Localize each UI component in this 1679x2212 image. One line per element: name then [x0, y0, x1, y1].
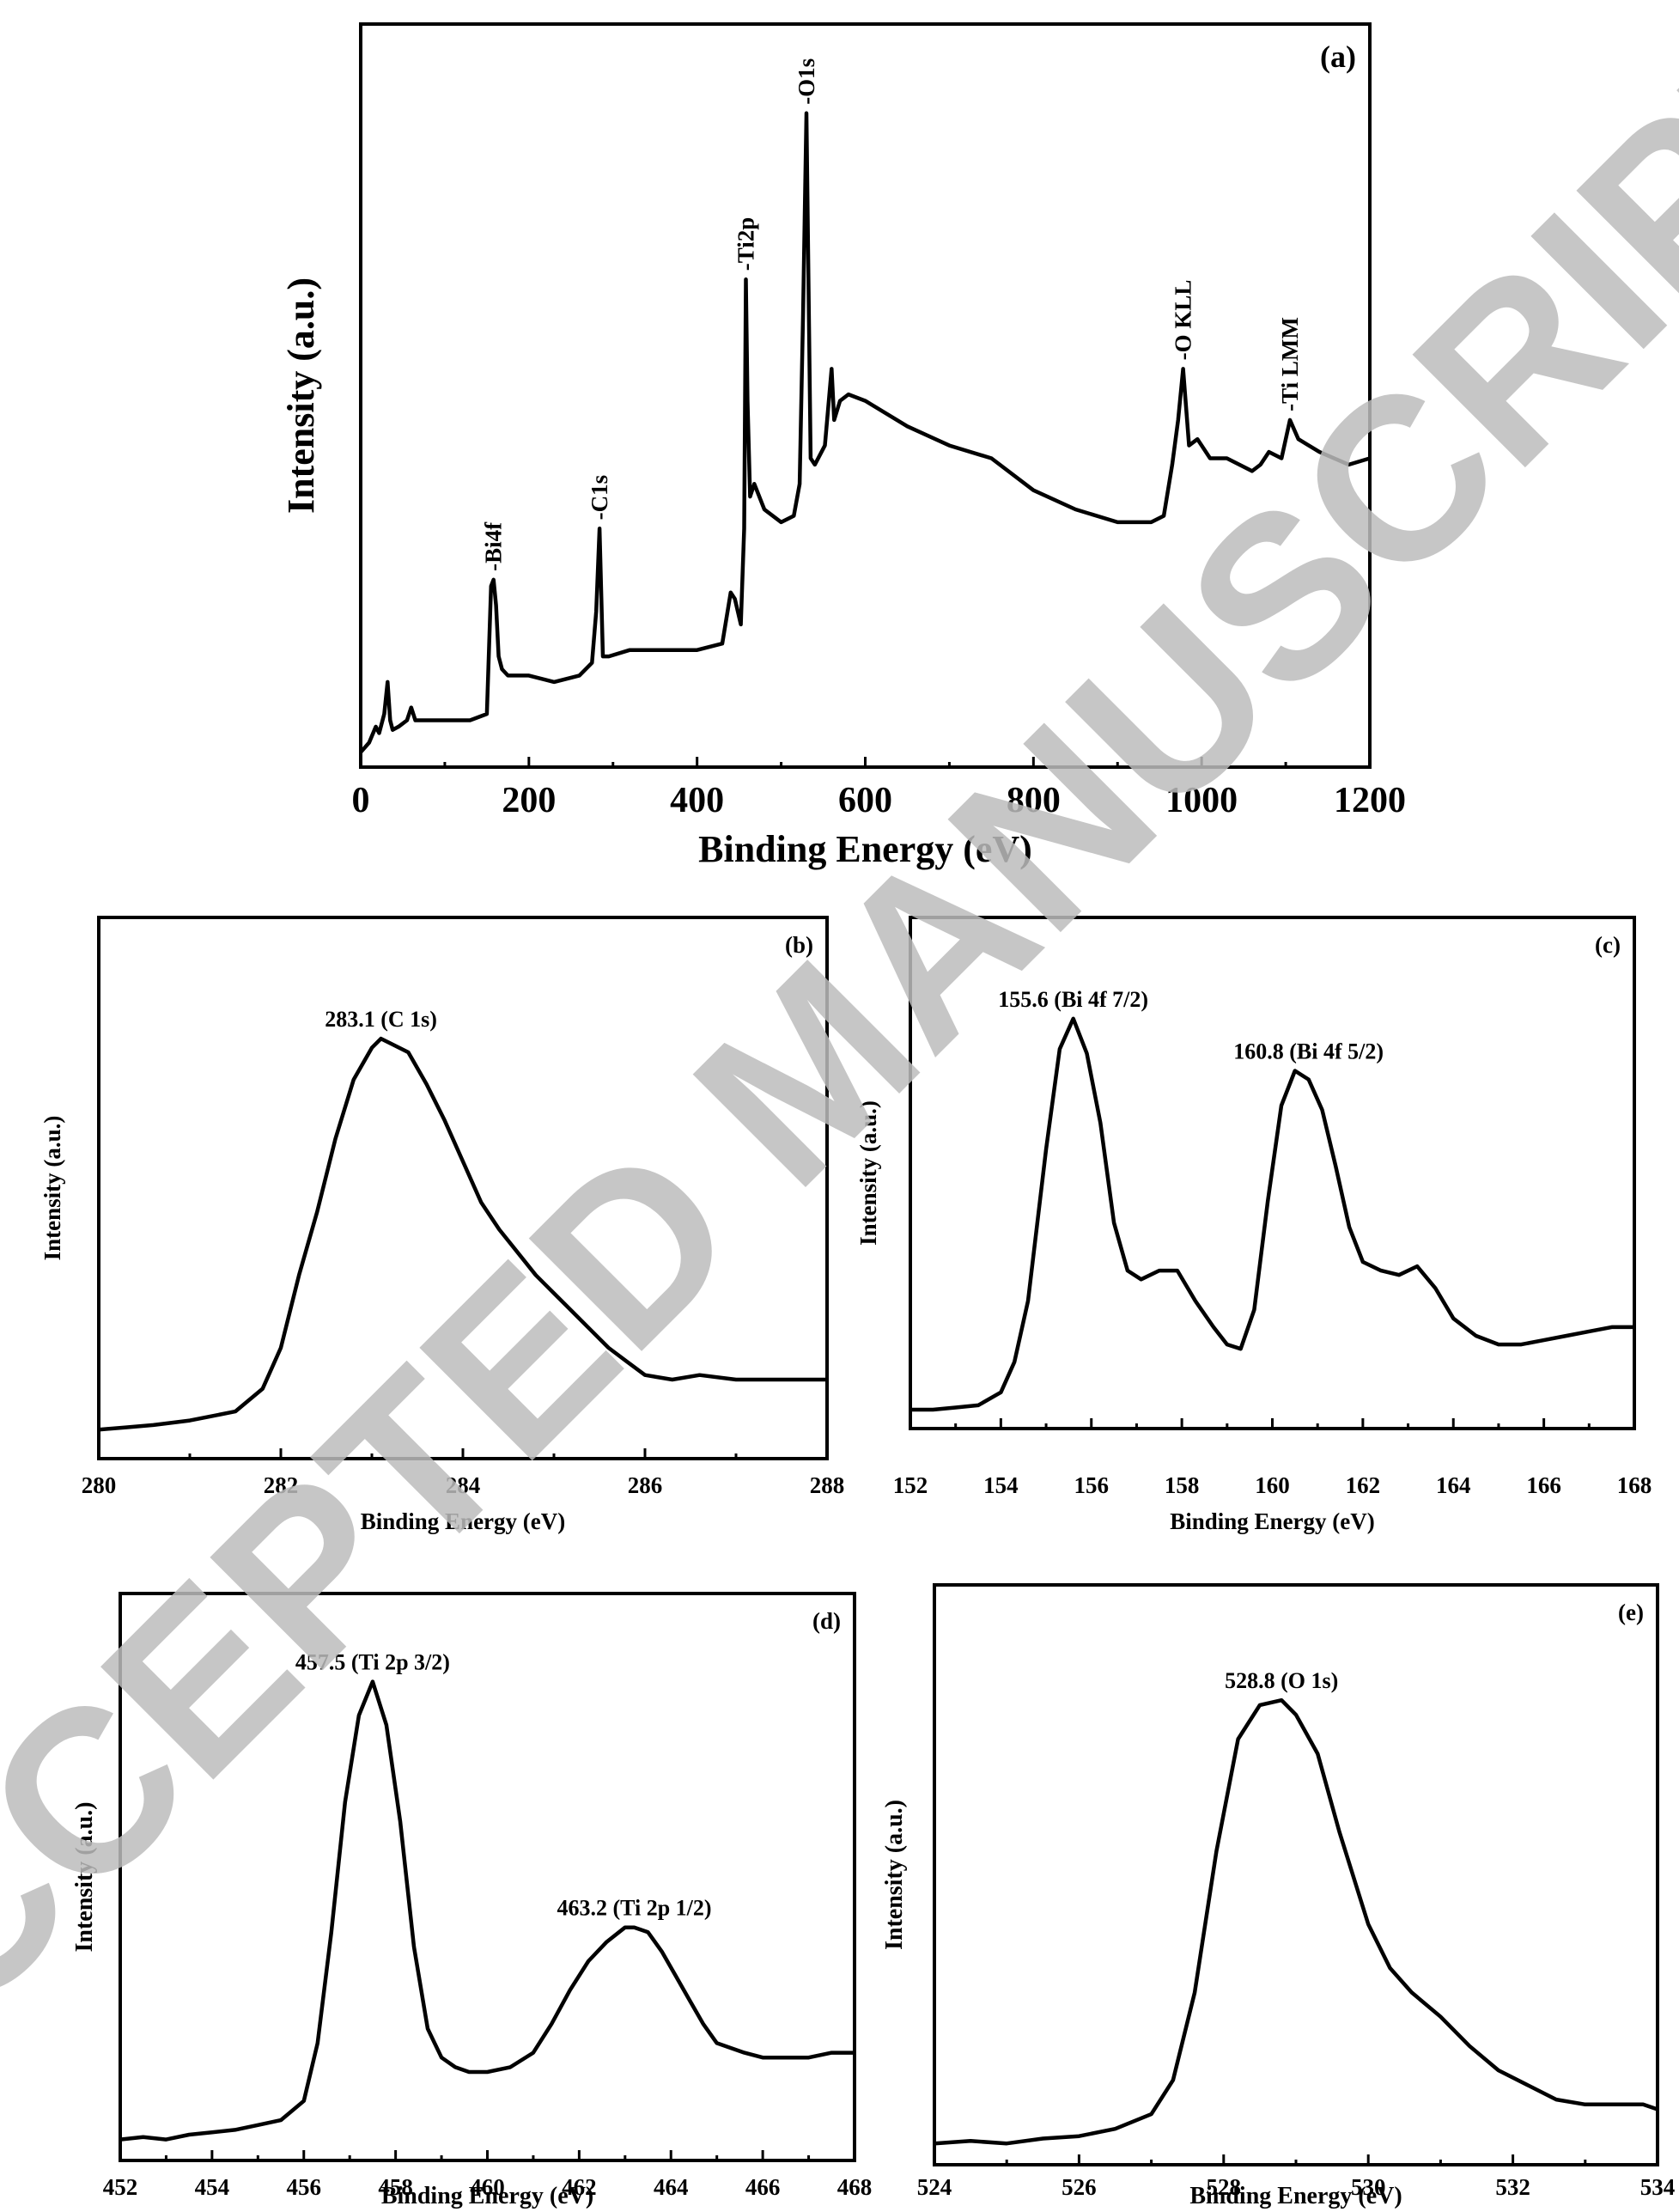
y-axis-title: Intensity (a.u.)	[40, 1116, 65, 1261]
x-tick-label: 284	[446, 1472, 481, 1498]
x-tick-label: 286	[628, 1472, 663, 1498]
x-axis-title: Binding Energy (eV)	[1189, 2183, 1402, 2209]
spectrum-line-d	[119, 1679, 855, 2142]
x-tick-label: 156	[1074, 1472, 1110, 1498]
x-tick-label: 280	[82, 1472, 117, 1498]
x-axis-title: Binding Energy (eV)	[381, 2183, 593, 2209]
x-tick-label: 152	[893, 1472, 928, 1498]
peak-annotation: -O1s	[794, 58, 819, 105]
peak-annotation: 155.6 (Bi 4f 7/2)	[998, 987, 1148, 1012]
x-tick-label: 200	[502, 781, 556, 820]
panel-b: 280 282 284 286 288 Binding Energy (eV) Intens…	[40, 916, 845, 1534]
x-tick-label: 534	[1640, 2174, 1676, 2200]
x-tick-label: 600	[838, 781, 892, 820]
x-tick-label: 528	[1207, 2174, 1242, 2200]
panel-d: 452 454 456 458 460 462 464 466 468 Binding Energ…	[71, 1592, 873, 2209]
x-tick-label: 530	[1351, 2174, 1386, 2200]
panel-label: (e)	[1618, 1600, 1644, 1625]
x-tick-label: 460	[470, 2174, 505, 2200]
x-tick-label: 468	[837, 2174, 873, 2200]
x-tick-label: 466	[745, 2174, 781, 2200]
peak-annotation: 160.8 (Bi 4f 5/2)	[1233, 1039, 1384, 1064]
spectrum-line-c	[910, 1016, 1634, 1412]
peak-annotation: -Ti2p	[733, 217, 758, 271]
x-tick-label: 452	[103, 2174, 138, 2200]
panel-label: (a)	[1320, 40, 1356, 74]
x-axis-title: Binding Energy (eV)	[1170, 1508, 1375, 1534]
y-axis-title: Intensity (a.u.)	[881, 1800, 908, 1950]
x-tick-label: 458	[378, 2174, 413, 2200]
panel-a: 0 200 400 600 800 1000 1200 Binding Energy (eV)…	[280, 22, 1406, 870]
x-tick-label: 400	[670, 781, 724, 820]
panel-label: (d)	[812, 1608, 841, 1634]
x-tick-label: 160	[1255, 1472, 1290, 1498]
y-axis-title: Intensity (a.u.)	[855, 1100, 881, 1246]
x-tick-label: 162	[1346, 1472, 1381, 1498]
peak-annotation: 528.8 (O 1s)	[1225, 1668, 1338, 1693]
spectrum-line-b	[98, 1036, 827, 1432]
x-tick-label: 524	[917, 2174, 952, 2200]
x-tick-label: 158	[1165, 1472, 1200, 1498]
x-tick-label: 454	[195, 2174, 230, 2200]
x-tick-label: 800	[1007, 781, 1061, 820]
peak-annotation: -C1s	[587, 475, 612, 521]
panel-label: (b)	[785, 932, 813, 958]
x-tick-label: 288	[810, 1472, 845, 1498]
x-tick-label: 168	[1617, 1472, 1652, 1498]
peak-annotation: 457.5 (Ti 2p 3/2)	[295, 1650, 450, 1675]
x-tick-label: 1000	[1165, 781, 1238, 820]
y-axis-title: Intensity (a.u.)	[71, 1801, 98, 1952]
x-tick-label: 154	[983, 1472, 1019, 1498]
spectrum-line-e	[934, 1697, 1658, 2146]
x-tick-label: 462	[562, 2174, 597, 2200]
panel-label: (c)	[1595, 932, 1621, 958]
x-axis-title: Binding Energy (eV)	[698, 828, 1032, 870]
x-tick-label: 282	[264, 1472, 299, 1498]
peak-annotation: -Ti LMM	[1277, 317, 1303, 411]
peak-annotation: -Bi4f	[481, 521, 507, 571]
x-tick-label: 1200	[1334, 781, 1406, 820]
spectrum-line-a	[359, 111, 1371, 754]
y-axis-title: Intensity (a.u.)	[280, 277, 322, 514]
panel-c: 152 154 156 158 160 162 164 166 168 Binding Energ…	[855, 916, 1652, 1534]
x-tick-label: 166	[1526, 1472, 1561, 1498]
x-tick-label: 0	[352, 781, 370, 820]
x-axis-title: Binding Energy (eV)	[361, 1508, 566, 1534]
x-tick-label: 526	[1062, 2174, 1097, 2200]
x-tick-label: 532	[1495, 2174, 1530, 2200]
peak-annotation: 283.1 (C 1s)	[325, 1007, 437, 1032]
x-tick-label: 164	[1436, 1472, 1471, 1498]
peak-annotation: -O KLL	[1171, 280, 1196, 361]
x-tick-label: 464	[654, 2174, 689, 2200]
peak-annotation: 463.2 (Ti 2p 1/2)	[557, 1896, 711, 1921]
x-tick-label: 456	[287, 2174, 322, 2200]
panel-e: 524 526 528 530 532 534 Binding Energy (eV) Int…	[881, 1583, 1676, 2209]
